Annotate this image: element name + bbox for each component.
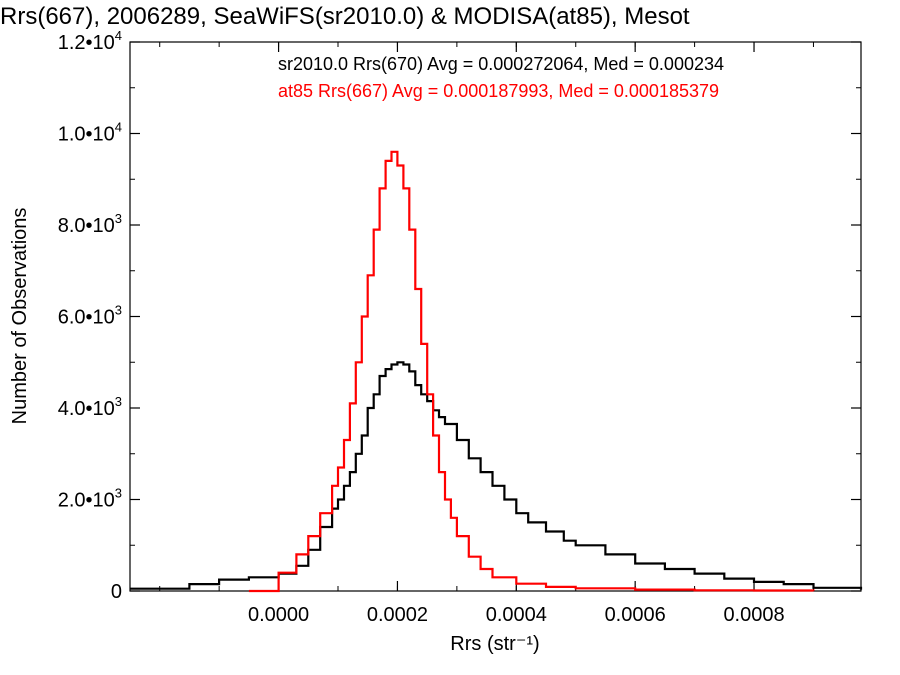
y-tick-label: 1.2•104	[58, 28, 122, 54]
y-tick-label: 6.0•103	[58, 303, 122, 329]
y-tick-label: 1.0•104	[58, 120, 122, 146]
series-line-red	[248, 150, 815, 593]
series-line-black	[130, 361, 863, 590]
y-tick-label: 8.0•103	[58, 211, 122, 237]
x-axis: 0.0000 0.0002 0.0004 0.0006 0.0008	[159, 42, 814, 626]
y-axis: 0 2.0•103 4.0•103 6.0•103 8.0•103 1.0•104 1.2•…	[58, 28, 861, 603]
x-tick-label: 0.0006	[605, 604, 666, 626]
x-tick-label: 0.0002	[367, 604, 428, 626]
chart-title: Rrs(667), 2006289, SeaWiFS(sr2010.0) & M…	[0, 3, 690, 30]
series-layer	[130, 150, 863, 593]
y-tick-label: 2.0•103	[58, 486, 122, 512]
plot-frame	[129, 41, 862, 592]
y-tick-label: 4.0•103	[58, 394, 122, 420]
y-tick-label: 0	[111, 581, 122, 603]
x-tick-label: 0.0000	[248, 604, 309, 626]
x-tick-label: 0.0004	[486, 604, 547, 626]
legend-entry-black: sr2010.0 Rrs(670) Avg = 0.000272064, Med…	[278, 54, 724, 74]
legend-entry-red: at85 Rrs(667) Avg = 0.000187993, Med = 0…	[278, 81, 719, 101]
x-tick-label: 0.0008	[723, 604, 784, 626]
y-axis-label: Number of Observations	[9, 208, 31, 425]
x-axis-label: Rrs (str⁻¹)	[450, 633, 539, 655]
